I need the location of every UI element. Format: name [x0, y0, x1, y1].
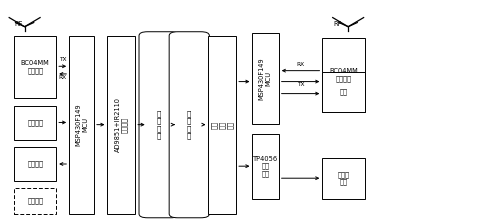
- Text: TP4056
充电
管理: TP4056 充电 管理: [253, 156, 278, 177]
- FancyBboxPatch shape: [323, 72, 365, 112]
- FancyBboxPatch shape: [14, 188, 56, 214]
- Text: MSP430F149
MCU: MSP430F149 MCU: [75, 103, 88, 146]
- Text: 液晶显示: 液晶显示: [27, 161, 43, 167]
- FancyBboxPatch shape: [139, 32, 179, 218]
- Text: 耦
合
线
圈: 耦 合 线 圈: [187, 110, 192, 139]
- FancyBboxPatch shape: [14, 147, 56, 181]
- FancyBboxPatch shape: [69, 36, 94, 214]
- Text: MSP430F149
MCU: MSP430F149 MCU: [259, 57, 272, 100]
- FancyBboxPatch shape: [323, 38, 365, 112]
- Text: RF: RF: [333, 21, 342, 27]
- Text: 按键模块: 按键模块: [27, 119, 43, 126]
- FancyBboxPatch shape: [108, 36, 135, 214]
- Text: 供电系统: 供电系统: [27, 197, 43, 204]
- FancyBboxPatch shape: [14, 106, 56, 139]
- Text: 锂电池
检测: 锂电池 检测: [338, 171, 350, 185]
- FancyBboxPatch shape: [323, 158, 365, 198]
- FancyBboxPatch shape: [252, 33, 279, 124]
- Text: TX: TX: [59, 57, 67, 62]
- FancyBboxPatch shape: [252, 134, 279, 198]
- FancyBboxPatch shape: [169, 32, 209, 218]
- Text: TX: TX: [297, 82, 304, 87]
- Text: RX: RX: [59, 75, 67, 80]
- FancyBboxPatch shape: [208, 36, 236, 214]
- Text: AD9851+IR2110
发射电路: AD9851+IR2110 发射电路: [115, 97, 128, 152]
- Text: BC04MM
蓝牙模块: BC04MM 蓝牙模块: [21, 60, 49, 73]
- Text: 耦
合
线
圈: 耦 合 线 圈: [157, 110, 161, 139]
- Text: 整流
稳压
电路: 整流 稳压 电路: [211, 121, 233, 129]
- Text: BC04MM
蓝牙模块: BC04MM 蓝牙模块: [329, 68, 358, 82]
- FancyBboxPatch shape: [14, 36, 56, 98]
- Text: RX: RX: [296, 62, 304, 67]
- Text: RF: RF: [14, 21, 23, 27]
- Text: 负载: 负载: [340, 89, 348, 95]
